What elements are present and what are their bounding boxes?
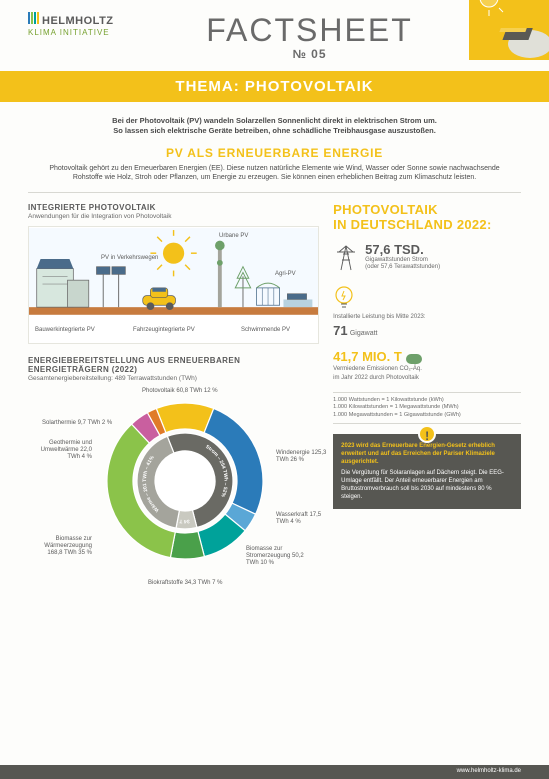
units-l1: 1.000 Wattstunden = 1 Kilowattstunde (kW… bbox=[333, 397, 521, 404]
stat3-num: 41,7 MIO. T bbox=[333, 349, 402, 364]
right-column: PHOTOVOLTAIK IN DEUTSCHLAND 2022: 57,6 T… bbox=[333, 203, 521, 598]
intro-line-1: Bei der Photovoltaik (PV) wandeln Solarz… bbox=[40, 116, 509, 126]
dlbl-wind: Windenergie 125,3 TWh 26 % bbox=[276, 450, 334, 463]
footer-url: www.helmholtz-klima.de bbox=[0, 765, 549, 779]
stat3-lbl1: Vermiedene Emissionen CO₂-Äq. bbox=[333, 366, 422, 373]
stat2-unit: Gigawatt bbox=[350, 330, 378, 337]
stat1-num: 57,6 TSD. bbox=[365, 242, 440, 257]
lbl-bauwerk: Bauwerkintegrierte PV bbox=[35, 327, 95, 333]
dlbl-bio-waerme: Biomasse zur Wärmeerzeugung 168,8 TWh 35… bbox=[28, 536, 92, 556]
units-box: 1.000 Wattstunden = 1 Kilowattstunde (kW… bbox=[333, 392, 521, 424]
units-l3: 1.000 Megawattstunden = 1 Gigawattstunde… bbox=[333, 412, 521, 419]
intro-line-2: So lassen sich elektrische Geräte betrei… bbox=[40, 126, 509, 136]
bulb-icon bbox=[333, 284, 355, 310]
factsheet-title-block: FACTSHEET № 05 bbox=[98, 12, 521, 61]
section-ee-title: PV ALS ERNEUERBARE ENERGIE bbox=[0, 146, 549, 160]
section-ee-text: Photovoltaik gehört zu den Erneuerbaren … bbox=[0, 164, 549, 182]
intro-text: Bei der Photovoltaik (PV) wandeln Solarz… bbox=[0, 116, 549, 136]
dlbl-solartherm: Solarthermie 9,7 TWh 2 % bbox=[42, 420, 112, 427]
stat2-pre: Installierte Leistung bis Mitte 2023: bbox=[333, 314, 425, 321]
stat3-lbl2: im Jahr 2022 durch Photovoltaik bbox=[333, 375, 419, 382]
exclaim-icon: ! bbox=[418, 425, 436, 443]
stat1-lbl2: (oder 57,6 Terawattstunden) bbox=[365, 264, 440, 271]
theme-bar: THEMA: PHOTOVOLTAIK bbox=[0, 71, 549, 102]
de-title-2: IN DEUTSCHLAND 2022: bbox=[333, 218, 521, 232]
factsheet-title: FACTSHEET bbox=[98, 12, 521, 49]
logo-bars-icon bbox=[28, 12, 40, 27]
lbl-schwimm: Schwimmende PV bbox=[241, 327, 290, 333]
integrated-illustration: PV in Verkehrswegen Urbane PV Agri-PV Ba… bbox=[28, 226, 319, 344]
de-title-1: PHOTOVOLTAIK bbox=[333, 203, 521, 217]
donut-title: ENERGIEBEREITSTELLUNG AUS ERNEUERBAREN E… bbox=[28, 356, 319, 374]
dlbl-wasser: Wasserkraft 17,5 TWh 4 % bbox=[276, 512, 326, 525]
callout-hl: 2023 wird das Erneuerbare Energien-Geset… bbox=[341, 442, 513, 466]
left-column: INTEGRIERTE PHOTOVOLTAIK Anwendungen für… bbox=[28, 203, 319, 598]
lbl-agri: Agri-PV bbox=[275, 271, 296, 277]
header-illustration-icon bbox=[469, 0, 549, 60]
dlbl-geo: Geothermie und Umweltwärme 22,0 TWh 4 % bbox=[28, 440, 92, 460]
header: HELMHOLTZ KLIMA INITIATIVE FACTSHEET № 0… bbox=[0, 0, 549, 65]
stat2-num: 71 bbox=[333, 323, 347, 338]
pylon-icon bbox=[333, 242, 359, 274]
donut-chart: Strom – 254 TWh – 52%Verkehr – 34 TWh – … bbox=[28, 388, 319, 598]
callout-body: Die Vergütung für Solaranlagen auf Däche… bbox=[341, 469, 513, 501]
stat1-lbl1: Gigawattstunden Strom bbox=[365, 257, 440, 264]
factsheet-number: № 05 bbox=[98, 47, 521, 61]
lbl-fahrzeug: Fahrzeugintegrierte PV bbox=[133, 327, 195, 333]
callout-box: ! 2023 wird das Erneuerbare Energien-Ges… bbox=[333, 434, 521, 510]
units-l2: 1.000 Kilowattstunden = 1 Megawattstunde… bbox=[333, 404, 521, 411]
dlbl-pv: Photovoltaik 60,8 TWh 12 % bbox=[142, 388, 218, 395]
divider bbox=[28, 192, 521, 193]
dlbl-biokraft: Biokraftstoffe 34,3 TWh 7 % bbox=[148, 580, 222, 587]
cloud-icon bbox=[406, 354, 422, 364]
integrated-title: INTEGRIERTE PHOTOVOLTAIK bbox=[28, 203, 319, 212]
lbl-urbane: Urbane PV bbox=[219, 233, 248, 239]
donut-sub: Gesamtenergiebereitstellung: 489 Terrawa… bbox=[28, 375, 319, 382]
integrated-sub: Anwendungen für die Integration von Phot… bbox=[28, 213, 319, 220]
dlbl-bio-strom: Biomasse zur Stromerzeugung 50,2 TWh 10 … bbox=[246, 546, 316, 566]
lbl-verkehr: PV in Verkehrswegen bbox=[101, 255, 158, 261]
